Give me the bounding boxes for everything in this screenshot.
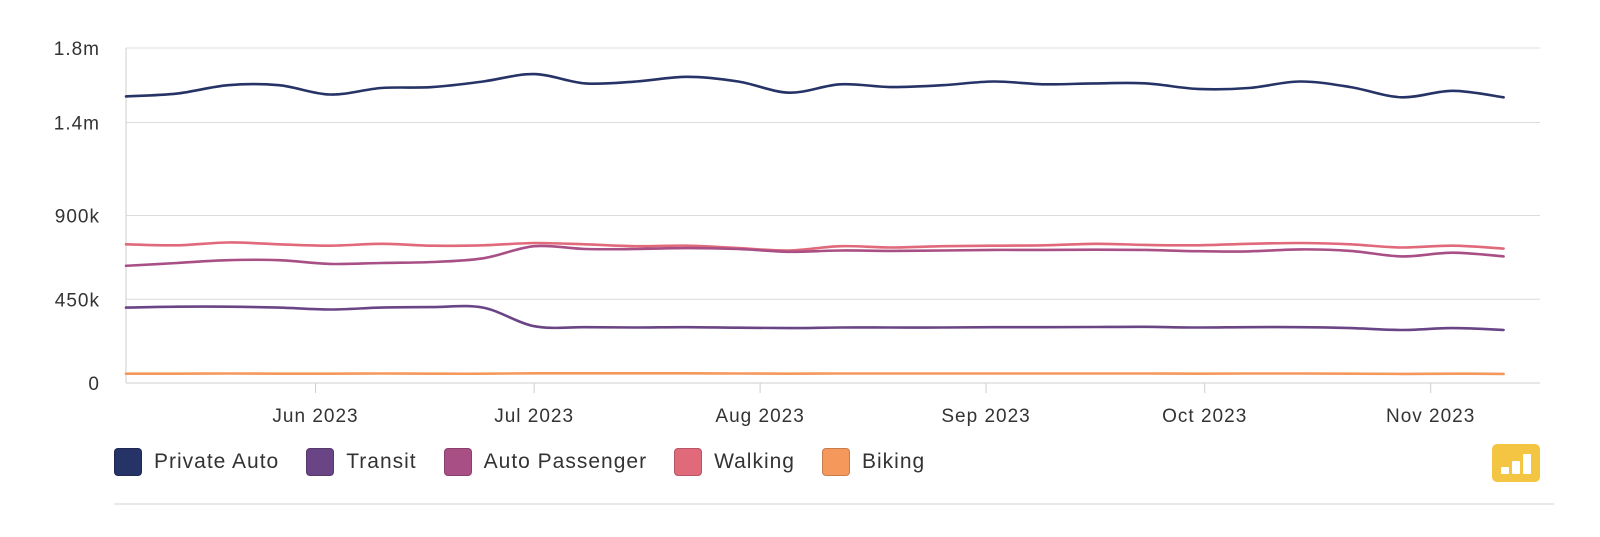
legend-label-biking: Biking bbox=[862, 450, 926, 473]
x-tick-label: Jun 2023 bbox=[272, 406, 358, 427]
series-line-walking bbox=[124, 241, 1505, 252]
legend-label-transit: Transit bbox=[346, 450, 417, 473]
x-tick-label: Jul 2023 bbox=[494, 406, 574, 427]
legend-item-auto-passenger[interactable]: Auto Passenger bbox=[443, 448, 648, 476]
legend-item-biking[interactable]: Biking bbox=[822, 448, 925, 476]
divider bbox=[114, 503, 1554, 505]
legend-label-walking: Walking bbox=[714, 450, 795, 473]
bar-chart-toggle-button[interactable] bbox=[1492, 444, 1540, 482]
y-tick-label: 900k bbox=[55, 207, 100, 228]
x-tick-label: Nov 2023 bbox=[1386, 406, 1475, 427]
y-tick-label: 1.4m bbox=[54, 113, 100, 134]
legend-item-transit[interactable]: Transit bbox=[306, 448, 416, 476]
x-tick-label: Oct 2023 bbox=[1162, 406, 1247, 427]
legend-swatch-transit bbox=[306, 448, 335, 476]
legend-swatch-auto-passenger bbox=[443, 448, 472, 476]
series-layer bbox=[124, 72, 1505, 376]
y-tick-label: 1.8m bbox=[54, 39, 100, 60]
legend-swatch-walking bbox=[674, 448, 703, 476]
legend-item-private-auto[interactable]: Private Auto bbox=[114, 448, 279, 476]
series-line-transit bbox=[124, 304, 1505, 332]
axis-layer: 0 450k 900k 1.4m 1.8m Jun 2023 Jul 2023 Aug 202… bbox=[54, 39, 1540, 427]
x-tick-label: Aug 2023 bbox=[715, 406, 804, 427]
y-tick-label: 450k bbox=[55, 290, 100, 311]
grid-layer bbox=[126, 47, 1540, 300]
chart-svg: 0 450k 900k 1.4m 1.8m Jun 2023 Jul 2023 Aug 202… bbox=[54, 39, 1540, 427]
legend-swatch-private-auto bbox=[114, 448, 142, 476]
legend-swatch-biking bbox=[822, 448, 850, 476]
series-line-biking bbox=[124, 371, 1505, 376]
legend-label-private-auto: Private Auto bbox=[154, 450, 280, 473]
legend-label-auto-passenger: Auto Passenger bbox=[483, 450, 648, 473]
y-tick-label: 0 bbox=[88, 374, 100, 395]
series-line-private-auto bbox=[124, 72, 1505, 99]
legend: Private Auto Transit Auto Passenger Walk… bbox=[114, 448, 952, 476]
series-line-auto-passenger bbox=[124, 244, 1505, 268]
x-tick-label: Sep 2023 bbox=[941, 406, 1030, 427]
legend-item-walking[interactable]: Walking bbox=[674, 448, 795, 476]
line-chart: 0 450k 900k 1.4m 1.8m Jun 2023 Jul 2023 Aug 202… bbox=[54, 39, 1540, 427]
